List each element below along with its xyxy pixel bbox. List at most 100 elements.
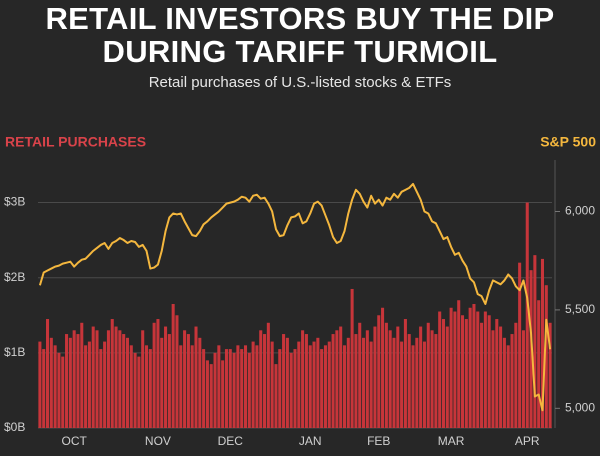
bar xyxy=(407,334,411,428)
bar xyxy=(411,345,415,428)
bar xyxy=(502,337,506,428)
bar xyxy=(125,337,129,428)
y-axis-label: RETAIL PURCHASES xyxy=(5,134,146,150)
bar xyxy=(156,319,160,428)
bar xyxy=(297,341,301,428)
bar xyxy=(312,341,316,428)
bar xyxy=(426,322,430,428)
bar xyxy=(243,345,248,428)
bar xyxy=(87,341,91,428)
bar xyxy=(506,345,510,428)
bar xyxy=(103,341,107,428)
bar xyxy=(84,345,88,428)
bar xyxy=(278,349,282,428)
bar xyxy=(438,311,442,428)
y-tick-label: $0B xyxy=(4,420,25,434)
bar xyxy=(365,330,369,428)
bar xyxy=(247,352,251,428)
bar xyxy=(445,326,449,428)
bar xyxy=(521,330,525,428)
bar xyxy=(274,364,278,428)
bar xyxy=(419,326,423,428)
bar xyxy=(533,255,537,428)
bar xyxy=(323,345,327,428)
bar xyxy=(171,304,175,428)
bar xyxy=(141,330,145,428)
bar xyxy=(38,341,42,428)
line xyxy=(38,182,552,412)
bar xyxy=(183,330,187,428)
bar xyxy=(53,345,57,428)
bar xyxy=(537,300,541,428)
bar xyxy=(422,341,426,428)
bar xyxy=(198,337,202,428)
bar xyxy=(91,326,95,428)
bar xyxy=(266,322,270,428)
bar xyxy=(430,330,434,428)
bar xyxy=(57,352,61,428)
bar xyxy=(76,334,80,428)
bar xyxy=(285,337,289,428)
bar xyxy=(457,300,461,428)
bar xyxy=(68,337,72,428)
bar xyxy=(441,319,446,428)
bar xyxy=(510,334,514,428)
bar xyxy=(308,345,312,428)
bar xyxy=(403,319,407,428)
y-tick-label: $2B xyxy=(4,270,25,284)
bar xyxy=(49,337,53,428)
bar xyxy=(122,334,126,428)
bar xyxy=(190,345,194,428)
bar xyxy=(449,307,453,428)
bar xyxy=(213,352,217,428)
bar xyxy=(514,322,518,428)
bar xyxy=(270,341,274,428)
bar xyxy=(160,337,164,428)
bar xyxy=(164,326,168,428)
bar xyxy=(205,360,209,428)
bar xyxy=(289,352,293,428)
chart-subtitle: Retail purchases of U.S.-listed stocks &… xyxy=(148,74,452,91)
bar xyxy=(80,322,84,428)
bar xyxy=(251,341,255,428)
bar xyxy=(137,356,141,428)
bar xyxy=(236,345,240,428)
bar xyxy=(472,304,476,428)
bar xyxy=(354,334,358,428)
bar xyxy=(548,322,552,428)
bar xyxy=(453,311,457,428)
bar xyxy=(232,352,236,428)
bar xyxy=(228,349,232,428)
bar xyxy=(186,334,190,428)
x-tick-label: JAN xyxy=(299,434,322,448)
bar xyxy=(434,334,438,428)
bar xyxy=(384,322,388,428)
bar xyxy=(152,322,156,428)
bar xyxy=(491,330,495,428)
bar xyxy=(99,349,103,428)
y-tick-label: $3B xyxy=(4,195,25,209)
bar xyxy=(331,334,335,428)
bar xyxy=(301,330,305,428)
bar xyxy=(339,326,343,428)
bar xyxy=(487,315,491,428)
bar xyxy=(373,326,377,428)
bar xyxy=(95,330,99,428)
bar xyxy=(110,319,114,428)
bar xyxy=(346,337,350,428)
x-tick-label: MAR xyxy=(438,434,465,448)
y2-tick-label: 6,000 xyxy=(565,204,595,218)
bar xyxy=(45,319,50,428)
bar xyxy=(179,345,183,428)
bar xyxy=(202,349,206,428)
chart-title: RETAIL INVESTORS BUY THE DIP DURING TARI… xyxy=(45,1,555,69)
bar xyxy=(483,311,487,428)
bar xyxy=(118,330,122,428)
bar xyxy=(255,345,259,428)
y2-axis-label: S&P 500 xyxy=(540,134,596,150)
bar xyxy=(61,356,65,428)
bar xyxy=(396,326,400,428)
y-tick-label: $1B xyxy=(4,345,25,359)
y2-tick-label: 5,500 xyxy=(565,302,595,316)
bar xyxy=(362,337,366,428)
